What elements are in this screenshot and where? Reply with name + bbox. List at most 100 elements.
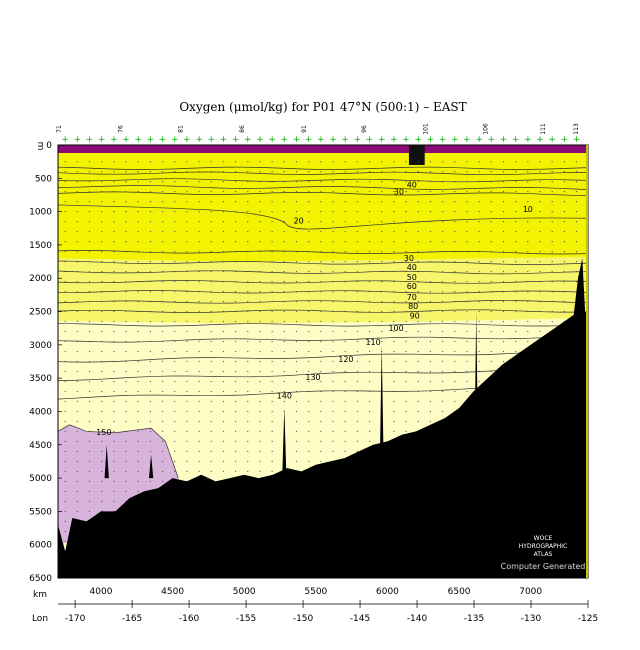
sample-dot <box>344 161 346 163</box>
sample-dot <box>295 450 298 452</box>
sample-dot <box>125 231 127 233</box>
sample-dot <box>113 380 115 383</box>
sample-dot <box>369 340 371 343</box>
sample-dot <box>88 390 91 393</box>
sample-dot <box>76 490 78 492</box>
sample-dot <box>186 241 188 243</box>
sample-dot <box>64 161 66 163</box>
sample-dot <box>247 330 249 333</box>
sample-dot <box>210 430 212 432</box>
sample-dot <box>186 181 188 183</box>
sample-dot <box>575 201 578 203</box>
sample-dot <box>113 241 115 243</box>
sample-dot <box>429 320 431 323</box>
lon-tick-label: -145 <box>350 614 370 624</box>
contour-label: 90 <box>410 312 420 321</box>
contour-c-120 <box>58 350 588 363</box>
sample-dot <box>271 370 273 373</box>
sample-dot <box>295 420 298 423</box>
sample-dot <box>198 400 200 403</box>
sample-dot <box>259 410 261 413</box>
sample-dot <box>466 281 468 283</box>
sample-dot <box>88 310 91 313</box>
sample-dot <box>162 161 164 163</box>
sample-dot <box>125 221 127 223</box>
sample-dot <box>64 221 66 223</box>
sample-dot <box>149 420 151 423</box>
sample-dot <box>405 261 407 263</box>
sample-dot <box>295 211 298 213</box>
sample-dot <box>527 330 529 333</box>
sample-dot <box>320 211 322 213</box>
sample-dot <box>429 350 431 353</box>
contour-c-shallow-1 <box>58 166 588 170</box>
sample-dot <box>125 291 127 293</box>
sample-dot <box>88 370 91 373</box>
sample-dot <box>222 420 224 423</box>
y-tick-label: 2000 <box>29 274 52 284</box>
sample-dot <box>454 191 456 193</box>
sample-dot <box>356 261 358 263</box>
sample-dot <box>393 400 395 403</box>
sample-dot <box>101 480 103 482</box>
sample-dot <box>502 271 505 273</box>
sample-dot <box>332 161 334 163</box>
sample-dot <box>174 211 176 213</box>
sample-dot <box>88 320 91 323</box>
sample-dot <box>125 161 127 163</box>
sample-dot <box>149 390 151 393</box>
sample-dot <box>393 201 395 203</box>
sample-dot <box>320 181 322 183</box>
sample-dot <box>235 350 237 353</box>
sample-dot <box>575 211 578 213</box>
sample-dot <box>393 370 395 373</box>
sample-dot <box>405 330 407 333</box>
sample-dot <box>162 350 164 353</box>
sample-dot <box>125 201 127 203</box>
sample-dot <box>502 281 505 283</box>
station-marker: + <box>74 135 82 145</box>
sample-dot <box>417 370 419 373</box>
sample-dot <box>88 271 91 273</box>
sample-dot <box>320 241 322 243</box>
sample-dot <box>490 281 492 283</box>
sample-dot <box>308 460 310 462</box>
sample-dot <box>563 211 566 213</box>
sample-dot <box>149 171 151 173</box>
sample-dot <box>174 410 176 413</box>
sample-dot <box>113 470 115 472</box>
sample-dot <box>101 470 103 472</box>
sample-dot <box>320 271 322 273</box>
sample-dot <box>320 400 322 403</box>
lon-tick-label: -135 <box>464 614 484 624</box>
sample-dot <box>393 211 395 213</box>
station-marker: + <box>183 135 191 145</box>
sample-dot <box>113 181 115 183</box>
sample-dot <box>259 221 261 223</box>
station-marker: + <box>548 135 556 145</box>
station-marker: + <box>281 135 289 145</box>
sample-dot <box>259 440 261 442</box>
sample-dot <box>344 450 346 452</box>
sample-dot <box>235 400 237 403</box>
sample-dot <box>198 390 200 393</box>
sample-dot <box>369 211 371 213</box>
sample-dot <box>295 430 298 432</box>
contour-c-shallow-4 <box>58 185 588 190</box>
sample-dot <box>235 231 237 233</box>
sample-dot <box>417 320 419 323</box>
sample-dot <box>88 410 91 413</box>
sample-dot <box>308 370 310 373</box>
sample-dot <box>344 271 346 273</box>
sample-dot <box>295 350 298 353</box>
sample-dot <box>113 490 115 492</box>
lon-tick-label: -125 <box>578 614 598 624</box>
sample-dot <box>344 181 346 183</box>
sample-dot <box>101 171 103 173</box>
sample-dot <box>393 191 395 193</box>
sample-dot <box>101 490 103 492</box>
woce-watermark: WOCE HYDROGRAPHIC ATLAS <box>519 535 567 558</box>
sample-dot <box>162 281 164 283</box>
sample-dot <box>186 310 188 313</box>
sample-dot <box>198 300 200 303</box>
